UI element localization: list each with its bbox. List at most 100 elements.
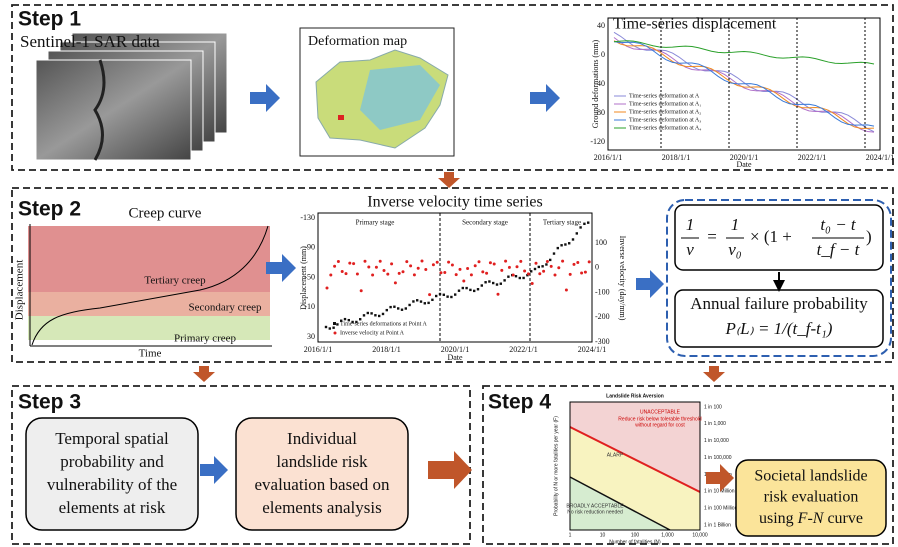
- point: [359, 318, 361, 320]
- point: [503, 279, 505, 281]
- point: [493, 263, 496, 266]
- point: [394, 281, 397, 284]
- point: [530, 270, 532, 272]
- point: [522, 277, 524, 279]
- right-label: 1 in 100,000: [704, 455, 732, 461]
- y2-tick-label: -100: [595, 287, 610, 296]
- formula-part: × (1 +: [750, 227, 792, 246]
- point: [489, 261, 492, 264]
- result-text: Societal landslide: [754, 468, 867, 485]
- point: [378, 315, 380, 317]
- point: [572, 238, 574, 240]
- point: [462, 280, 465, 283]
- result-text: risk evaluation: [764, 489, 859, 506]
- y-tick-label: -120: [590, 137, 605, 146]
- point: [512, 273, 515, 276]
- point: [469, 289, 471, 291]
- point: [538, 266, 540, 268]
- point: [583, 223, 585, 225]
- formula-part: v₀: [728, 240, 742, 259]
- point: [383, 269, 386, 272]
- point: [367, 265, 370, 268]
- point: [424, 302, 426, 304]
- point: [504, 260, 507, 263]
- point: [568, 242, 570, 244]
- point: [374, 314, 376, 316]
- fn-chart: Landslide Risk AversionProbability of N …: [553, 393, 737, 545]
- zone-label: UNACCEPTABLE: [640, 409, 681, 415]
- result-text: using: [759, 510, 794, 527]
- formula-part: =: [707, 227, 717, 246]
- x-tick-label: 1,000: [661, 532, 674, 538]
- formula-part: t₀ − t: [820, 215, 857, 234]
- chart-title: Time-series displacement: [613, 16, 777, 33]
- point: [431, 299, 433, 301]
- legend-swatch: [333, 322, 336, 325]
- point: [397, 307, 399, 309]
- point: [409, 264, 412, 267]
- point: [508, 266, 511, 269]
- axis-label: Inverse velocity (day/mm): [618, 236, 627, 321]
- legend-label: Inverse velocity at Point A: [340, 330, 405, 336]
- point: [420, 300, 422, 302]
- right-label: 1 in 100: [704, 404, 722, 410]
- diagram: Step 1 Step 2 Step 3 Step 4 Sentinel-1 S…: [0, 0, 898, 547]
- step-title: Step 2: [18, 198, 81, 221]
- point: [398, 272, 401, 275]
- legend-label: Time-series deformation at A₄: [629, 124, 701, 131]
- sar-label: Sentinel-1 SAR data: [20, 32, 160, 51]
- result-text: F-N: [797, 510, 825, 527]
- point: [496, 283, 498, 285]
- formula-part: ): [866, 227, 872, 246]
- result-text: using F-N curve: [759, 510, 863, 527]
- zone-label: without regard for cost: [635, 422, 685, 428]
- probability-expr: P₍L₎ = 1/(t_f-t₁): [725, 319, 833, 338]
- probability-label: Annual failure probability: [690, 294, 868, 313]
- point: [382, 313, 384, 315]
- box-text: elements analysis: [262, 498, 381, 517]
- point: [447, 261, 450, 264]
- point: [527, 272, 530, 275]
- point: [545, 263, 547, 265]
- formula-part: 1: [686, 215, 695, 234]
- x-tick-label: 2016/1/1: [594, 153, 622, 162]
- point: [516, 265, 519, 268]
- point: [371, 273, 374, 276]
- point: [553, 252, 555, 254]
- chart-title: Inverse velocity time series: [367, 194, 543, 211]
- point: [329, 273, 332, 276]
- point: [370, 312, 372, 314]
- point: [538, 272, 541, 275]
- point: [360, 289, 363, 292]
- x-tick-label: 2016/1/1: [304, 345, 332, 354]
- point: [390, 262, 393, 265]
- step-title: Step 3: [18, 391, 81, 414]
- point: [333, 265, 336, 268]
- legend-label: Time-series deformations at Point A: [340, 320, 427, 327]
- map-area: [338, 115, 344, 120]
- point: [515, 275, 517, 277]
- point: [454, 293, 456, 295]
- x-tick-label: 1: [569, 532, 572, 538]
- step-title: Step 1: [18, 8, 81, 31]
- right-label: 1 in 1 Billion: [704, 522, 731, 528]
- point: [424, 268, 427, 271]
- point: [364, 260, 367, 263]
- point: [465, 287, 467, 289]
- box-text: vulnerability of the: [47, 475, 177, 494]
- y2-tick-label: 100: [595, 238, 607, 247]
- legend-label: Time-series deformation at A₁: [629, 100, 701, 107]
- point: [466, 267, 469, 270]
- axis-label: Ground deformations (mm): [591, 39, 600, 128]
- y-tick-label: 0: [601, 50, 605, 59]
- point: [417, 267, 420, 270]
- point: [428, 293, 431, 296]
- point: [446, 295, 448, 297]
- point: [386, 309, 388, 311]
- axis-label: Date: [447, 353, 463, 362]
- point: [348, 262, 351, 265]
- point: [432, 263, 435, 266]
- point: [341, 270, 344, 273]
- point: [554, 273, 557, 276]
- point: [401, 309, 403, 311]
